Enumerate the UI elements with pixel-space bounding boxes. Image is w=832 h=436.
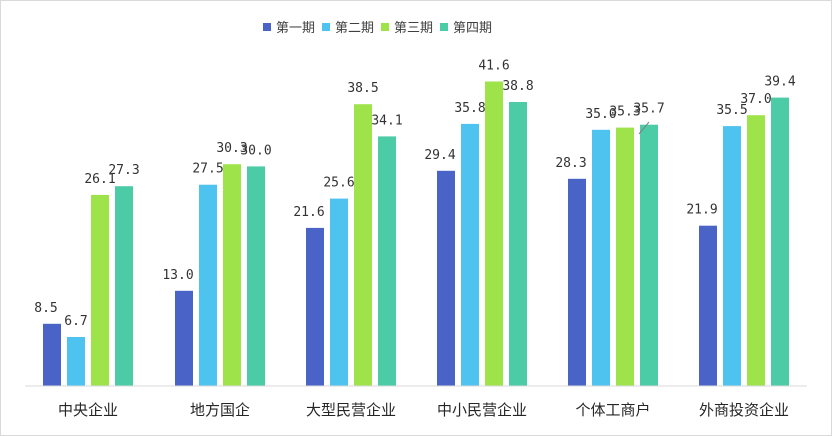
bar-1-5 [568,178,586,386]
bar-2-4 [461,123,479,387]
data-label-1-1: 8.5 [34,301,57,316]
bar-1-4 [437,170,455,386]
data-label-1-3: 21.6 [293,205,324,220]
category-labels: 中央企业 地方国企 大型民营企业 中小民营企业 个体工商户 外商投资企业 [58,401,789,419]
data-labels: 8.5 6.7 26.127.3 13.0 27.5 30.330.0 21.6 25.6 38… [34,59,796,330]
legend-swatch-1 [263,23,271,31]
category-label-5: 个体工商户 [575,401,650,419]
data-label-2-3: 25.6 [323,176,354,191]
bar-1-1 [43,323,61,386]
legend-swatch-3 [381,23,389,31]
bar-1-3 [306,227,324,386]
category-label-6: 外商投资企业 [699,401,789,419]
category-label-4: 中小民营企业 [437,401,527,419]
bar-4-4 [509,102,527,386]
data-label-1-5: 28.3 [555,156,586,171]
category-label-1: 中央企业 [58,401,118,419]
bar-2-5 [592,129,610,387]
legend-label-1: 第一期 [276,21,315,36]
bar-2-3 [330,198,348,386]
data-label-3-2: 30.3 [216,141,247,156]
bar-1-2 [175,290,193,386]
data-label-3-5: 35.3 [609,105,640,120]
bar-3-4 [485,81,503,386]
bar-3-1 [91,194,109,386]
legend-label-2: 第二期 [335,21,374,36]
bar-2-1 [67,337,85,386]
legend-label-3: 第三期 [394,21,433,36]
data-label-3-1: 26.1 [84,172,115,187]
data-label-3-3: 38.5 [347,81,378,96]
data-label-4-6: 39.4 [764,75,795,90]
data-label-4-4: 38.8 [502,79,533,94]
legend: 第一期 第二期 第三期 第四期 [263,21,492,36]
data-label-1-4: 29.4 [424,148,455,163]
category-label-2: 地方国企 [190,401,250,419]
legend-label-4: 第四期 [453,21,492,36]
data-label-4-2: 30.0 [240,143,271,158]
bar-2-6 [723,126,741,386]
bar-1-6 [699,225,717,386]
bar-4-3 [378,136,396,386]
bar-3-6 [747,115,765,386]
bar-4-2 [247,166,265,386]
bar-4-1 [115,186,133,386]
data-label-4-3: 34.1 [371,113,402,128]
bar-2-2 [199,184,217,386]
category-label-3: 大型民营企业 [306,401,396,419]
leader-line [638,121,650,135]
legend-swatch-4 [440,23,448,31]
data-label-1-6: 21.9 [686,203,717,218]
bars [43,81,789,387]
legend-swatch-2 [322,23,330,31]
data-label-2-2: 27.5 [192,162,223,177]
bar-4-6 [771,97,789,386]
data-label-3-4: 41.6 [478,59,509,74]
bar-3-2 [223,164,241,386]
data-label-4-1: 27.3 [108,163,139,178]
bar-3-3 [354,104,372,386]
data-label-2-5: 35.0 [585,107,616,122]
data-label-3-6: 37.0 [740,92,771,107]
bar-4-5 [640,124,658,386]
data-label-2-6: 35.5 [716,103,747,118]
bar-3-5 [616,127,634,386]
data-label-4-5: 35.7 [633,102,664,117]
data-label-2-1: 6.7 [64,314,87,329]
data-label-2-4: 35.8 [454,101,485,116]
data-label-1-2: 13.0 [162,268,193,283]
